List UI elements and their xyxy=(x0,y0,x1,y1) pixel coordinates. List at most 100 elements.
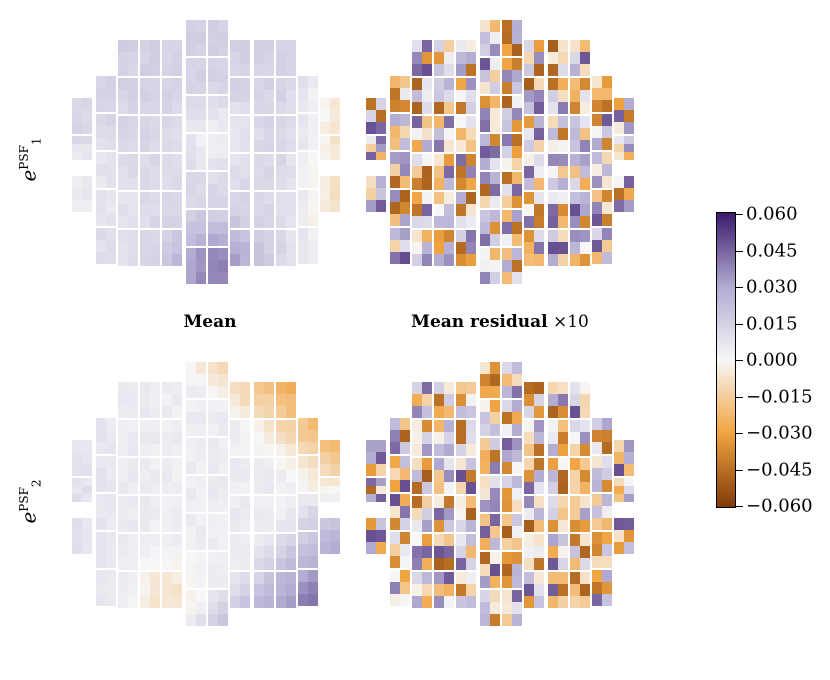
ccd-cell xyxy=(390,240,401,253)
ccd-cell xyxy=(128,230,139,243)
ccd-cell xyxy=(140,520,151,533)
ccd-cell xyxy=(118,254,129,267)
ccd-cell xyxy=(172,444,183,457)
ccd-cell xyxy=(534,432,545,445)
ccd-cell xyxy=(96,532,107,545)
colorbar-tick-mark xyxy=(735,360,743,361)
ccd-cell xyxy=(558,584,569,597)
ccd-cell xyxy=(186,96,197,109)
ccd-cell xyxy=(534,508,545,521)
ccd-cell xyxy=(524,78,535,91)
ccd-cell xyxy=(218,32,229,45)
ccd-cell xyxy=(150,140,161,153)
ccd-cell xyxy=(218,590,229,603)
ccd-cell xyxy=(466,420,477,433)
ccd-cell xyxy=(502,70,513,83)
ccd-cell xyxy=(422,444,433,457)
ccd-cell xyxy=(118,432,129,445)
column-label-mean: Mean xyxy=(183,312,237,332)
ccd-cell xyxy=(72,122,83,135)
ccd-cell xyxy=(254,382,265,395)
ccd-cell xyxy=(196,488,207,501)
ccd-cell xyxy=(186,564,197,577)
ccd-cell xyxy=(196,362,207,375)
ccd-cell xyxy=(128,520,139,533)
ccd-cell xyxy=(534,394,545,407)
ccd-cell xyxy=(162,40,173,53)
ccd-cell xyxy=(524,444,535,457)
ccd-cell xyxy=(480,70,491,83)
ccd-cell xyxy=(480,210,491,223)
ccd-cell xyxy=(186,476,197,489)
ccd-cell xyxy=(558,90,569,103)
ccd-cell xyxy=(466,166,477,179)
ccd-cell xyxy=(580,534,591,547)
ccd-cell xyxy=(570,584,581,597)
ccd-cell xyxy=(106,126,117,139)
row-label-e1: ePSF1 xyxy=(16,137,44,182)
ccd-cell xyxy=(456,520,467,533)
ccd-cell xyxy=(480,552,491,565)
ccd-cell xyxy=(240,116,251,129)
ccd-cell xyxy=(602,138,613,151)
ccd-cell xyxy=(534,546,545,559)
ccd-cell xyxy=(218,96,229,109)
colorbar-tick-label: −0.045 xyxy=(746,459,813,480)
ccd-cell xyxy=(570,558,581,571)
ccd-cell xyxy=(186,614,197,627)
ccd-cell xyxy=(254,140,265,153)
ccd-cell xyxy=(602,190,613,203)
ccd-cell xyxy=(490,134,501,147)
ccd-cell xyxy=(400,532,411,545)
ccd-cell xyxy=(422,558,433,571)
ccd-cell xyxy=(434,192,445,205)
ccd-cell xyxy=(534,140,545,153)
ccd-cell xyxy=(480,564,491,577)
ccd-cell xyxy=(456,382,467,395)
ccd-cell xyxy=(254,154,265,167)
ccd-cell xyxy=(208,564,219,577)
ccd-cell xyxy=(502,424,513,437)
ccd-cell xyxy=(140,204,151,217)
ccd-cell xyxy=(524,596,535,609)
ccd-cell xyxy=(186,172,197,185)
ccd-cell xyxy=(140,458,151,471)
ccd-cell xyxy=(286,242,297,255)
ccd-cell xyxy=(82,188,93,201)
ccd-cell xyxy=(434,166,445,179)
ccd-cell xyxy=(186,526,197,539)
ccd-cell xyxy=(480,450,491,463)
ccd-cell xyxy=(422,572,433,585)
ccd-cell xyxy=(298,430,309,443)
ccd-cell xyxy=(512,70,523,83)
ccd-cell xyxy=(172,166,183,179)
ccd-cell xyxy=(456,204,467,217)
ccd-cell xyxy=(264,420,275,433)
ccd-cell xyxy=(118,64,129,77)
ccd-cell xyxy=(376,200,387,213)
ccd-cell xyxy=(320,122,331,135)
ccd-cell xyxy=(480,526,491,539)
ccd-cell xyxy=(412,596,423,609)
ccd-cell xyxy=(320,98,331,111)
ccd-cell xyxy=(162,584,173,597)
ccd-cell xyxy=(456,458,467,471)
ccd-cell xyxy=(614,452,625,465)
colorbar-tick-mark xyxy=(735,396,743,398)
ccd-cell xyxy=(524,242,535,255)
ccd-cell xyxy=(240,458,251,471)
colorbar-tick-mark xyxy=(735,469,743,471)
ccd-cell xyxy=(218,58,229,71)
ccd-cell xyxy=(118,192,129,205)
ccd-cell xyxy=(466,154,477,167)
ccd-cell xyxy=(240,90,251,103)
ccd-cell xyxy=(140,166,151,179)
ccd-cell xyxy=(434,432,445,445)
ccd-cell xyxy=(444,546,455,559)
ccd-cell xyxy=(466,178,477,191)
ccd-cell xyxy=(230,40,241,53)
ccd-cell xyxy=(434,534,445,547)
ccd-cell xyxy=(534,406,545,419)
ccd-cell xyxy=(570,406,581,419)
ccd-cell xyxy=(548,572,559,585)
